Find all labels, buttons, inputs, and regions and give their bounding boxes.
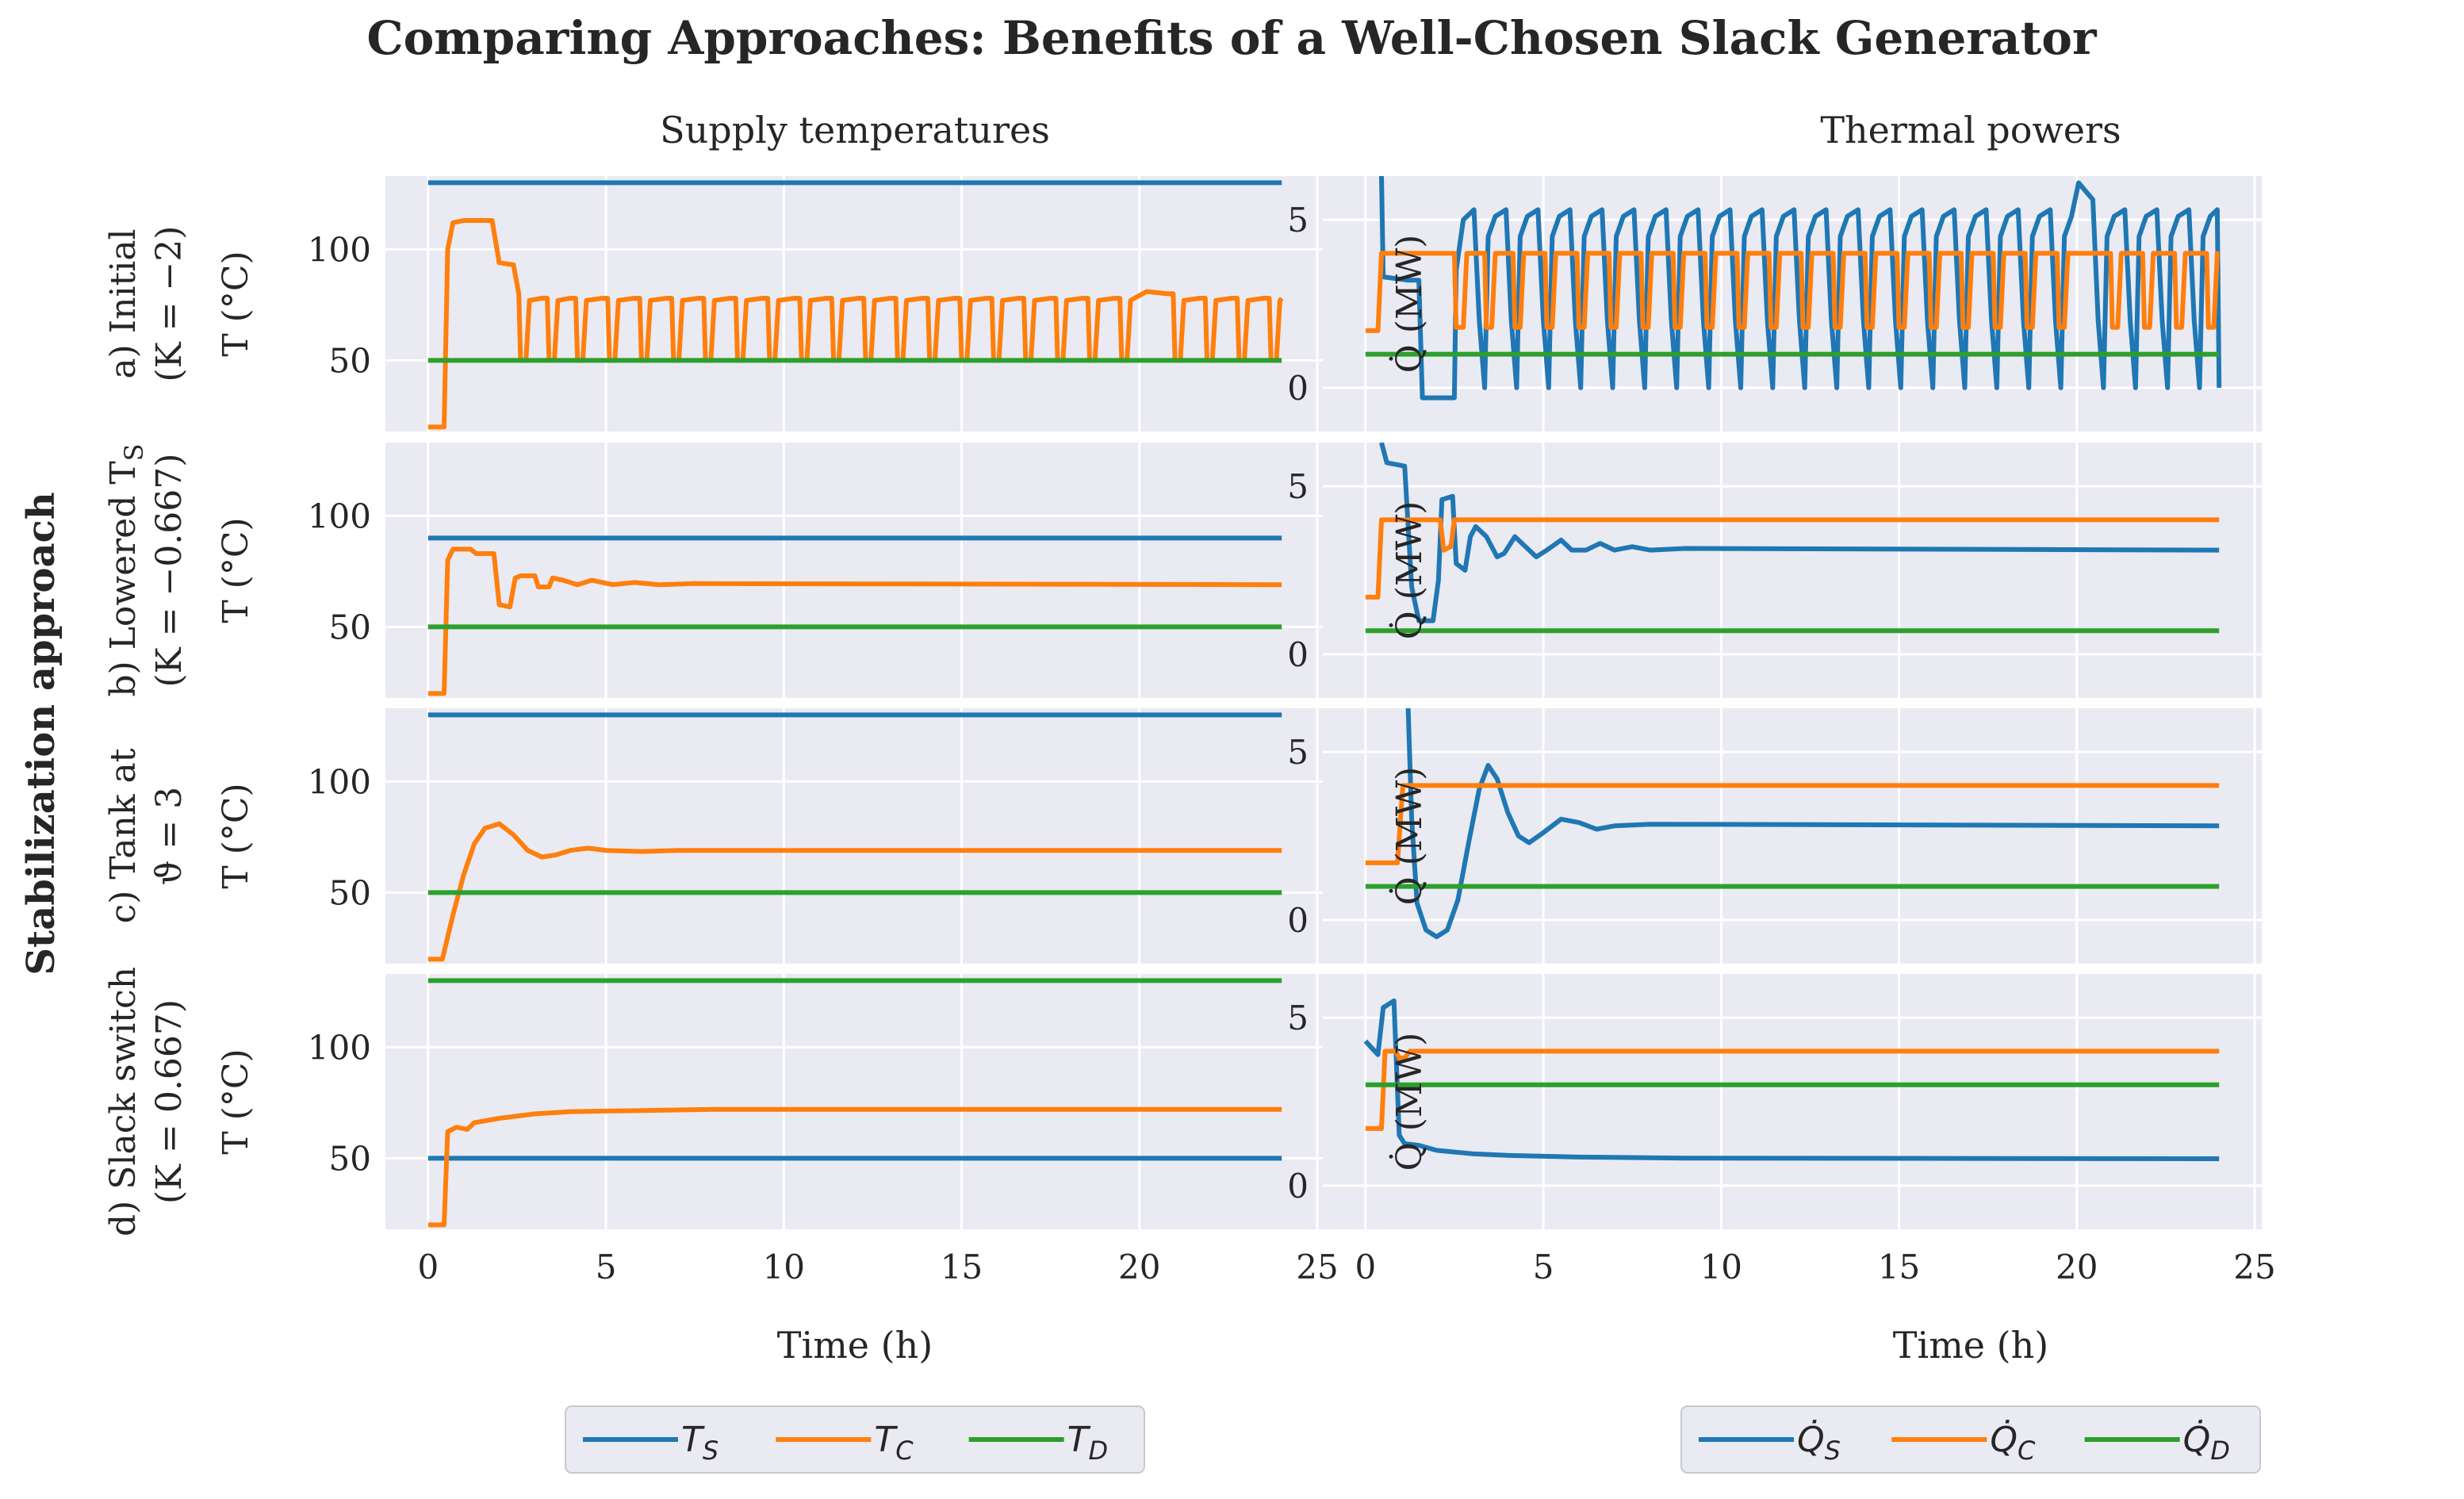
y-axis-label: T (°C)	[216, 1049, 256, 1154]
legend-label-D: TD	[1067, 1420, 1109, 1466]
y-tick-label: 5	[1287, 201, 1309, 240]
panel-d-power: 0 5 0 5 10 15 20 25 Q̇ (MW)	[1287, 974, 2276, 1286]
series-group	[427, 978, 1282, 1228]
series-group	[1363, 998, 2220, 1161]
y-axis-label: Q̇ (MW)	[1388, 1033, 1430, 1171]
y-tick-label: 50	[329, 341, 371, 380]
row-labels: a) Initial (K = −2) b) Lowered TS(K = −0.6…	[103, 226, 190, 1236]
series-line-C	[1365, 251, 2220, 333]
row-group-label: Stabilization approach	[19, 492, 63, 975]
panel-background	[385, 176, 1324, 431]
series-group	[1365, 708, 2220, 940]
x-tick-label: 15	[1878, 1248, 1920, 1286]
row-label-line1: b) Lowered TS	[103, 443, 149, 696]
row-label-line2: ϑ = 3	[149, 787, 190, 885]
legend-left: TS TC TD	[565, 1405, 1145, 1474]
series-line-C	[427, 821, 1282, 962]
series-line-C	[1365, 783, 2220, 865]
x-axis-label-right: Time (h)	[1893, 1324, 2048, 1367]
x-tick-label: 20	[1118, 1248, 1160, 1286]
series-line-S	[1363, 998, 2220, 1161]
row-label-line1: a) Initial	[103, 228, 144, 378]
x-tick-label: 0	[1355, 1248, 1376, 1286]
y-axis-label: Q̇ (MW)	[1388, 501, 1430, 640]
x-tick-label: 25	[1296, 1248, 1338, 1286]
y-axis-label: T (°C)	[216, 251, 256, 356]
series-line-C	[1365, 517, 2220, 600]
x-axis-label-left: Time (h)	[777, 1324, 933, 1367]
row-label-line2: (K = 0.667)	[149, 999, 190, 1204]
legend-label-S: TS	[681, 1420, 719, 1466]
panel-background	[1323, 708, 2262, 964]
panel-background	[385, 974, 1324, 1229]
panel-background	[1323, 974, 2262, 1229]
series-line-S	[1379, 176, 2222, 401]
x-tick-label: 15	[941, 1248, 983, 1286]
x-tick-label: 5	[1533, 1248, 1554, 1286]
column-title-left: Supply temperatures	[660, 109, 1050, 151]
x-tick-label: 5	[596, 1248, 617, 1286]
legend-label-C: Q̇C	[1990, 1419, 2036, 1466]
y-tick-label: 5	[1287, 733, 1309, 772]
y-tick-label: 0	[1287, 1167, 1309, 1206]
row-label-line1: c) Tank at	[103, 748, 144, 923]
x-tick-label: 20	[2056, 1248, 2098, 1286]
x-tick-label: 10	[1700, 1248, 1742, 1286]
y-tick-label: 100	[308, 230, 371, 269]
x-tick-label: 0	[417, 1248, 439, 1286]
series-group	[1365, 176, 2222, 401]
panel-a-power: 0 5 Q̇ (MW)	[1287, 176, 2262, 431]
series-group	[427, 712, 1282, 962]
legends: TS TC TD Q̇S Q̇C Q̇D	[565, 1405, 2261, 1474]
y-axis-label: T (°C)	[216, 517, 256, 623]
panel-c-power: 0 5 Q̇ (MW)	[1287, 708, 2262, 964]
row-label-line2: (K = −0.667)	[149, 454, 190, 688]
y-axis-label: Q̇ (MW)	[1388, 235, 1430, 374]
y-tick-label: 50	[329, 608, 371, 646]
y-tick-label: 50	[329, 873, 371, 912]
series-line-S	[1405, 708, 2220, 940]
y-tick-label: 50	[329, 1139, 371, 1178]
row-label-line1: d) Slack switch	[103, 967, 144, 1236]
y-tick-label: 100	[308, 762, 371, 801]
y-tick-label: 5	[1287, 467, 1309, 506]
y-tick-label: 0	[1287, 901, 1309, 940]
y-tick-label: 100	[308, 496, 371, 535]
series-group	[1365, 443, 2220, 634]
panel-b-power: 0 5 Q̇ (MW)	[1287, 443, 2262, 698]
x-tick-label: 10	[763, 1248, 805, 1286]
column-title-right: Thermal powers	[1820, 109, 2121, 151]
figure-title: Comparing Approaches: Benefits of a Well…	[366, 11, 2098, 65]
y-tick-label: 0	[1287, 635, 1309, 674]
series-line-C	[427, 546, 1282, 696]
row-label-line2: (K = −2)	[149, 226, 190, 382]
series-group	[427, 535, 1282, 696]
legend-label-S: Q̇S	[1797, 1419, 1841, 1466]
x-tick-label: 25	[2233, 1248, 2275, 1286]
legend-label-C: TC	[874, 1420, 914, 1466]
legend-label-D: Q̇D	[2183, 1419, 2230, 1466]
y-tick-label: 100	[308, 1028, 371, 1067]
series-line-C	[427, 1106, 1282, 1228]
series-line-C	[1365, 1049, 2220, 1131]
legend-right: Q̇S Q̇C Q̇D	[1680, 1405, 2261, 1474]
series-line-S	[1379, 443, 2220, 623]
y-axis-label: T (°C)	[216, 783, 256, 888]
y-tick-label: 0	[1287, 369, 1309, 408]
y-axis-label: Q̇ (MW)	[1388, 767, 1430, 906]
y-tick-label: 5	[1287, 999, 1309, 1037]
panel-background	[385, 443, 1324, 698]
panel-background	[385, 708, 1324, 964]
series-group	[427, 180, 1284, 430]
